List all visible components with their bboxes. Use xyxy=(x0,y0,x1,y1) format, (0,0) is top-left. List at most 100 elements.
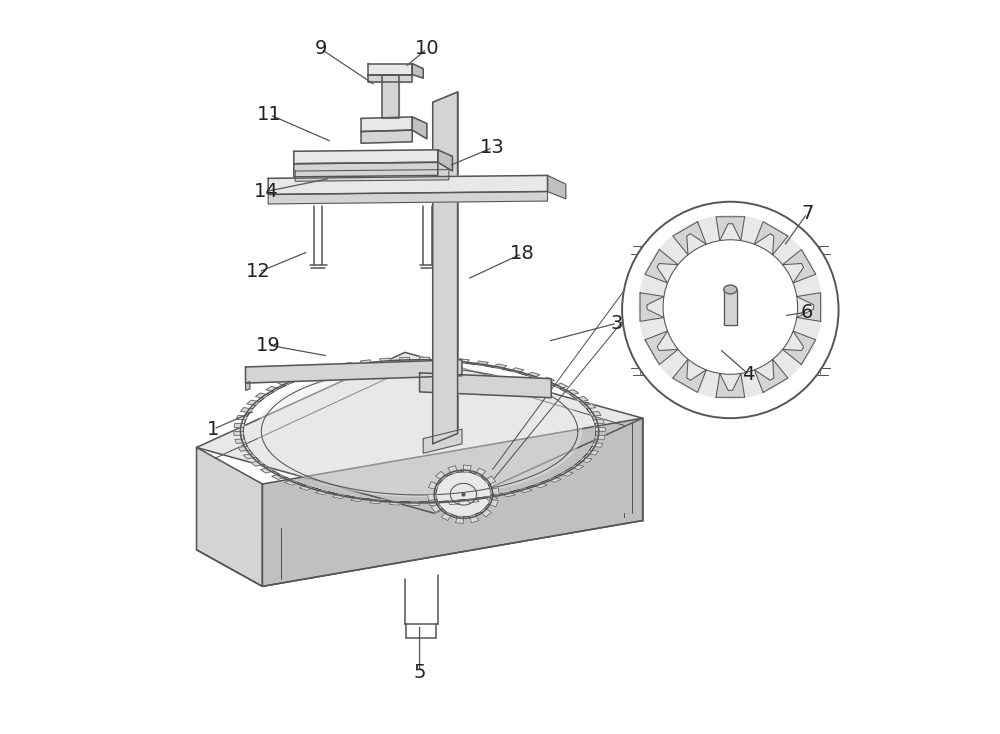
Polygon shape xyxy=(234,424,244,432)
Polygon shape xyxy=(481,504,491,517)
Polygon shape xyxy=(571,461,584,470)
Polygon shape xyxy=(410,357,430,361)
Polygon shape xyxy=(238,446,252,454)
Polygon shape xyxy=(448,359,469,363)
Polygon shape xyxy=(431,504,446,512)
Polygon shape xyxy=(258,366,582,496)
Polygon shape xyxy=(446,465,457,476)
Polygon shape xyxy=(645,331,678,365)
Polygon shape xyxy=(502,368,524,373)
Polygon shape xyxy=(587,409,601,416)
Polygon shape xyxy=(266,386,279,395)
Polygon shape xyxy=(433,92,458,444)
Polygon shape xyxy=(485,364,507,369)
Polygon shape xyxy=(548,383,567,388)
Polygon shape xyxy=(243,454,260,461)
Polygon shape xyxy=(470,512,481,523)
Polygon shape xyxy=(438,150,452,171)
Polygon shape xyxy=(560,468,573,476)
Polygon shape xyxy=(783,331,816,365)
Polygon shape xyxy=(295,170,449,181)
Polygon shape xyxy=(292,375,305,383)
Polygon shape xyxy=(351,497,372,501)
Polygon shape xyxy=(797,293,821,321)
Polygon shape xyxy=(429,501,448,506)
Polygon shape xyxy=(467,361,488,366)
Polygon shape xyxy=(246,360,462,383)
Polygon shape xyxy=(580,454,592,462)
Polygon shape xyxy=(455,516,470,523)
Polygon shape xyxy=(534,480,548,488)
Bar xyxy=(724,289,737,324)
Polygon shape xyxy=(197,352,643,513)
Polygon shape xyxy=(234,432,244,439)
Polygon shape xyxy=(754,222,788,255)
Text: 12: 12 xyxy=(246,263,271,281)
Polygon shape xyxy=(571,395,588,401)
Polygon shape xyxy=(587,446,599,455)
Polygon shape xyxy=(246,382,250,390)
Polygon shape xyxy=(255,393,269,401)
Polygon shape xyxy=(236,415,247,424)
Polygon shape xyxy=(247,400,260,409)
Polygon shape xyxy=(548,474,561,482)
Polygon shape xyxy=(423,429,462,454)
Polygon shape xyxy=(429,357,450,362)
Circle shape xyxy=(639,216,822,399)
Polygon shape xyxy=(412,117,427,139)
Text: 9: 9 xyxy=(315,40,327,59)
Polygon shape xyxy=(485,494,502,501)
Polygon shape xyxy=(420,373,551,398)
Text: 6: 6 xyxy=(801,302,813,321)
Polygon shape xyxy=(370,499,391,504)
Polygon shape xyxy=(448,499,467,504)
Polygon shape xyxy=(592,439,603,447)
Polygon shape xyxy=(337,363,354,369)
Polygon shape xyxy=(361,130,412,143)
Polygon shape xyxy=(372,358,391,363)
Polygon shape xyxy=(278,380,292,388)
Polygon shape xyxy=(595,432,605,440)
Polygon shape xyxy=(333,494,354,498)
Polygon shape xyxy=(519,485,534,493)
Polygon shape xyxy=(519,372,540,377)
Text: 7: 7 xyxy=(801,204,813,223)
Polygon shape xyxy=(580,401,596,409)
Polygon shape xyxy=(429,482,438,494)
Polygon shape xyxy=(390,501,410,505)
Text: 4: 4 xyxy=(742,365,755,384)
Text: 5: 5 xyxy=(413,663,426,682)
Circle shape xyxy=(622,202,839,418)
Polygon shape xyxy=(673,360,706,393)
Polygon shape xyxy=(783,250,816,283)
Polygon shape xyxy=(560,388,579,395)
Polygon shape xyxy=(368,64,412,75)
Polygon shape xyxy=(285,480,305,485)
Text: 13: 13 xyxy=(480,138,505,157)
Polygon shape xyxy=(488,484,499,494)
Polygon shape xyxy=(412,64,423,78)
Polygon shape xyxy=(272,474,292,480)
Polygon shape xyxy=(640,293,664,321)
Polygon shape xyxy=(268,192,548,204)
Polygon shape xyxy=(299,485,321,490)
Polygon shape xyxy=(268,175,548,195)
Polygon shape xyxy=(235,439,247,446)
Polygon shape xyxy=(488,494,498,507)
Polygon shape xyxy=(441,512,457,520)
Polygon shape xyxy=(391,357,410,362)
Polygon shape xyxy=(251,461,269,468)
Polygon shape xyxy=(315,490,337,495)
Polygon shape xyxy=(260,468,279,474)
Circle shape xyxy=(663,240,798,374)
Text: 3: 3 xyxy=(611,313,623,333)
Text: 14: 14 xyxy=(254,182,278,201)
Polygon shape xyxy=(502,490,519,497)
Polygon shape xyxy=(592,416,604,424)
Polygon shape xyxy=(645,250,678,283)
Polygon shape xyxy=(305,370,321,377)
Polygon shape xyxy=(716,217,745,241)
Text: 10: 10 xyxy=(415,40,439,59)
Polygon shape xyxy=(321,366,337,373)
Polygon shape xyxy=(294,150,438,164)
